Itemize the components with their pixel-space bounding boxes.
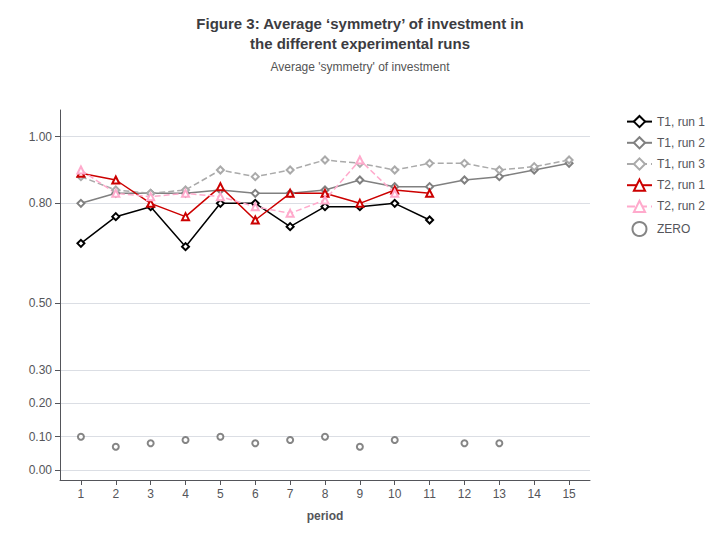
svg-text:1.00: 1.00 <box>29 130 53 144</box>
svg-text:0.20: 0.20 <box>29 396 53 410</box>
svg-text:0.80: 0.80 <box>29 196 53 210</box>
svg-text:Average 'symmetry' of investme: Average 'symmetry' of investment <box>270 60 450 74</box>
svg-text:11: 11 <box>423 487 436 501</box>
svg-text:0.00: 0.00 <box>29 463 53 477</box>
svg-text:6: 6 <box>252 487 259 501</box>
svg-text:T2, run 1: T2, run 1 <box>657 178 705 192</box>
svg-text:2: 2 <box>112 487 119 501</box>
svg-text:T1, run 2: T1, run 2 <box>657 136 705 150</box>
svg-text:ZERO: ZERO <box>657 222 690 236</box>
svg-text:the different experimental run: the different experimental runs <box>250 35 470 52</box>
svg-text:14: 14 <box>528 487 542 501</box>
svg-text:4: 4 <box>182 487 189 501</box>
svg-text:13: 13 <box>493 487 507 501</box>
svg-text:0.50: 0.50 <box>29 296 53 310</box>
svg-text:3: 3 <box>147 487 154 501</box>
svg-text:10: 10 <box>388 487 402 501</box>
svg-text:1: 1 <box>78 487 85 501</box>
svg-text:12: 12 <box>458 487 472 501</box>
svg-text:15: 15 <box>562 487 576 501</box>
svg-text:8: 8 <box>322 487 329 501</box>
svg-text:9: 9 <box>357 487 364 501</box>
svg-text:0.30: 0.30 <box>29 363 53 377</box>
svg-text:7: 7 <box>287 487 294 501</box>
svg-text:0.10: 0.10 <box>29 430 53 444</box>
svg-text:5: 5 <box>217 487 224 501</box>
svg-text:T1, run 1: T1, run 1 <box>657 115 705 129</box>
svg-text:period: period <box>307 509 344 523</box>
svg-text:T2, run 2: T2, run 2 <box>657 199 705 213</box>
svg-text:Figure 3: Average ‘symmetry’ o: Figure 3: Average ‘symmetry’ of investme… <box>196 15 523 32</box>
svg-text:T1, run 3: T1, run 3 <box>657 157 705 171</box>
